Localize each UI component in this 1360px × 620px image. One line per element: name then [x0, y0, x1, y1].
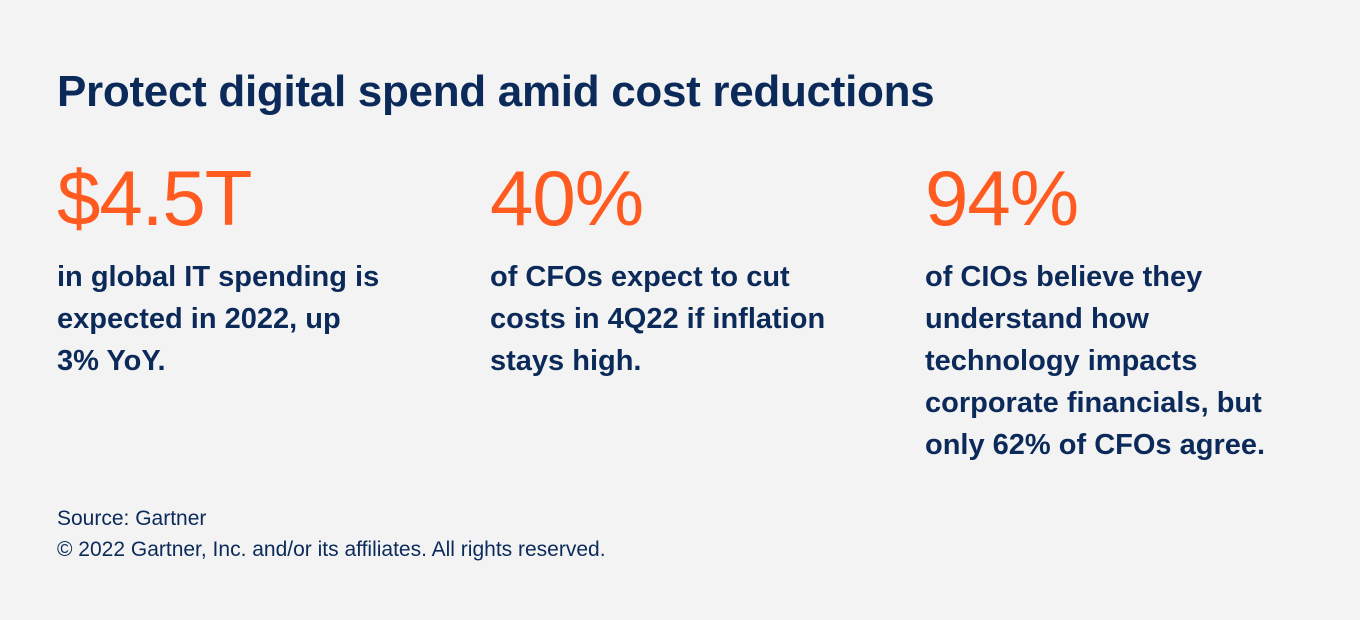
stat-description-line: expected in 2022, up: [57, 303, 341, 335]
stat-description: of CFOs expect to cut costs in 4Q22 if i…: [490, 256, 870, 382]
stat-description-line: only 62% of CFOs agree.: [925, 429, 1266, 461]
stat-value: 94%: [925, 154, 1079, 242]
stat-description: of CIOs believe they understand how tech…: [925, 256, 1315, 466]
stat-description-line: 3% YoY.: [57, 345, 166, 377]
stat-block-cio-beliefs: 94% of CIOs believe they understand how …: [925, 156, 1315, 466]
page-title: Protect digital spend amid cost reductio…: [57, 67, 935, 116]
source-note: Source: Gartner: [57, 507, 207, 530]
stat-description-line: of CIOs believe they: [925, 261, 1203, 293]
stat-block-it-spending: $4.5T in global IT spending is expected …: [57, 156, 427, 382]
stat-description-line: technology impacts: [925, 345, 1198, 377]
stat-value: 40%: [490, 154, 644, 242]
stat-description-line: understand how: [925, 303, 1149, 335]
stat-description: in global IT spending is expected in 202…: [57, 256, 427, 382]
stat-value: $4.5T: [57, 154, 252, 242]
stat-block-cfo-cuts: 40% of CFOs expect to cut costs in 4Q22 …: [490, 156, 870, 382]
stat-description-line: of CFOs expect to cut: [490, 261, 790, 293]
copyright-note: © 2022 Gartner, Inc. and/or its affiliat…: [57, 538, 606, 561]
stat-description-line: stays high.: [490, 345, 642, 377]
stat-description-line: costs in 4Q22 if inflation: [490, 303, 826, 335]
stat-description-line: corporate financials, but: [925, 387, 1262, 419]
footer: Source: Gartner © 2022 Gartner, Inc. and…: [57, 503, 606, 565]
stat-description-line: in global IT spending is: [57, 261, 380, 293]
